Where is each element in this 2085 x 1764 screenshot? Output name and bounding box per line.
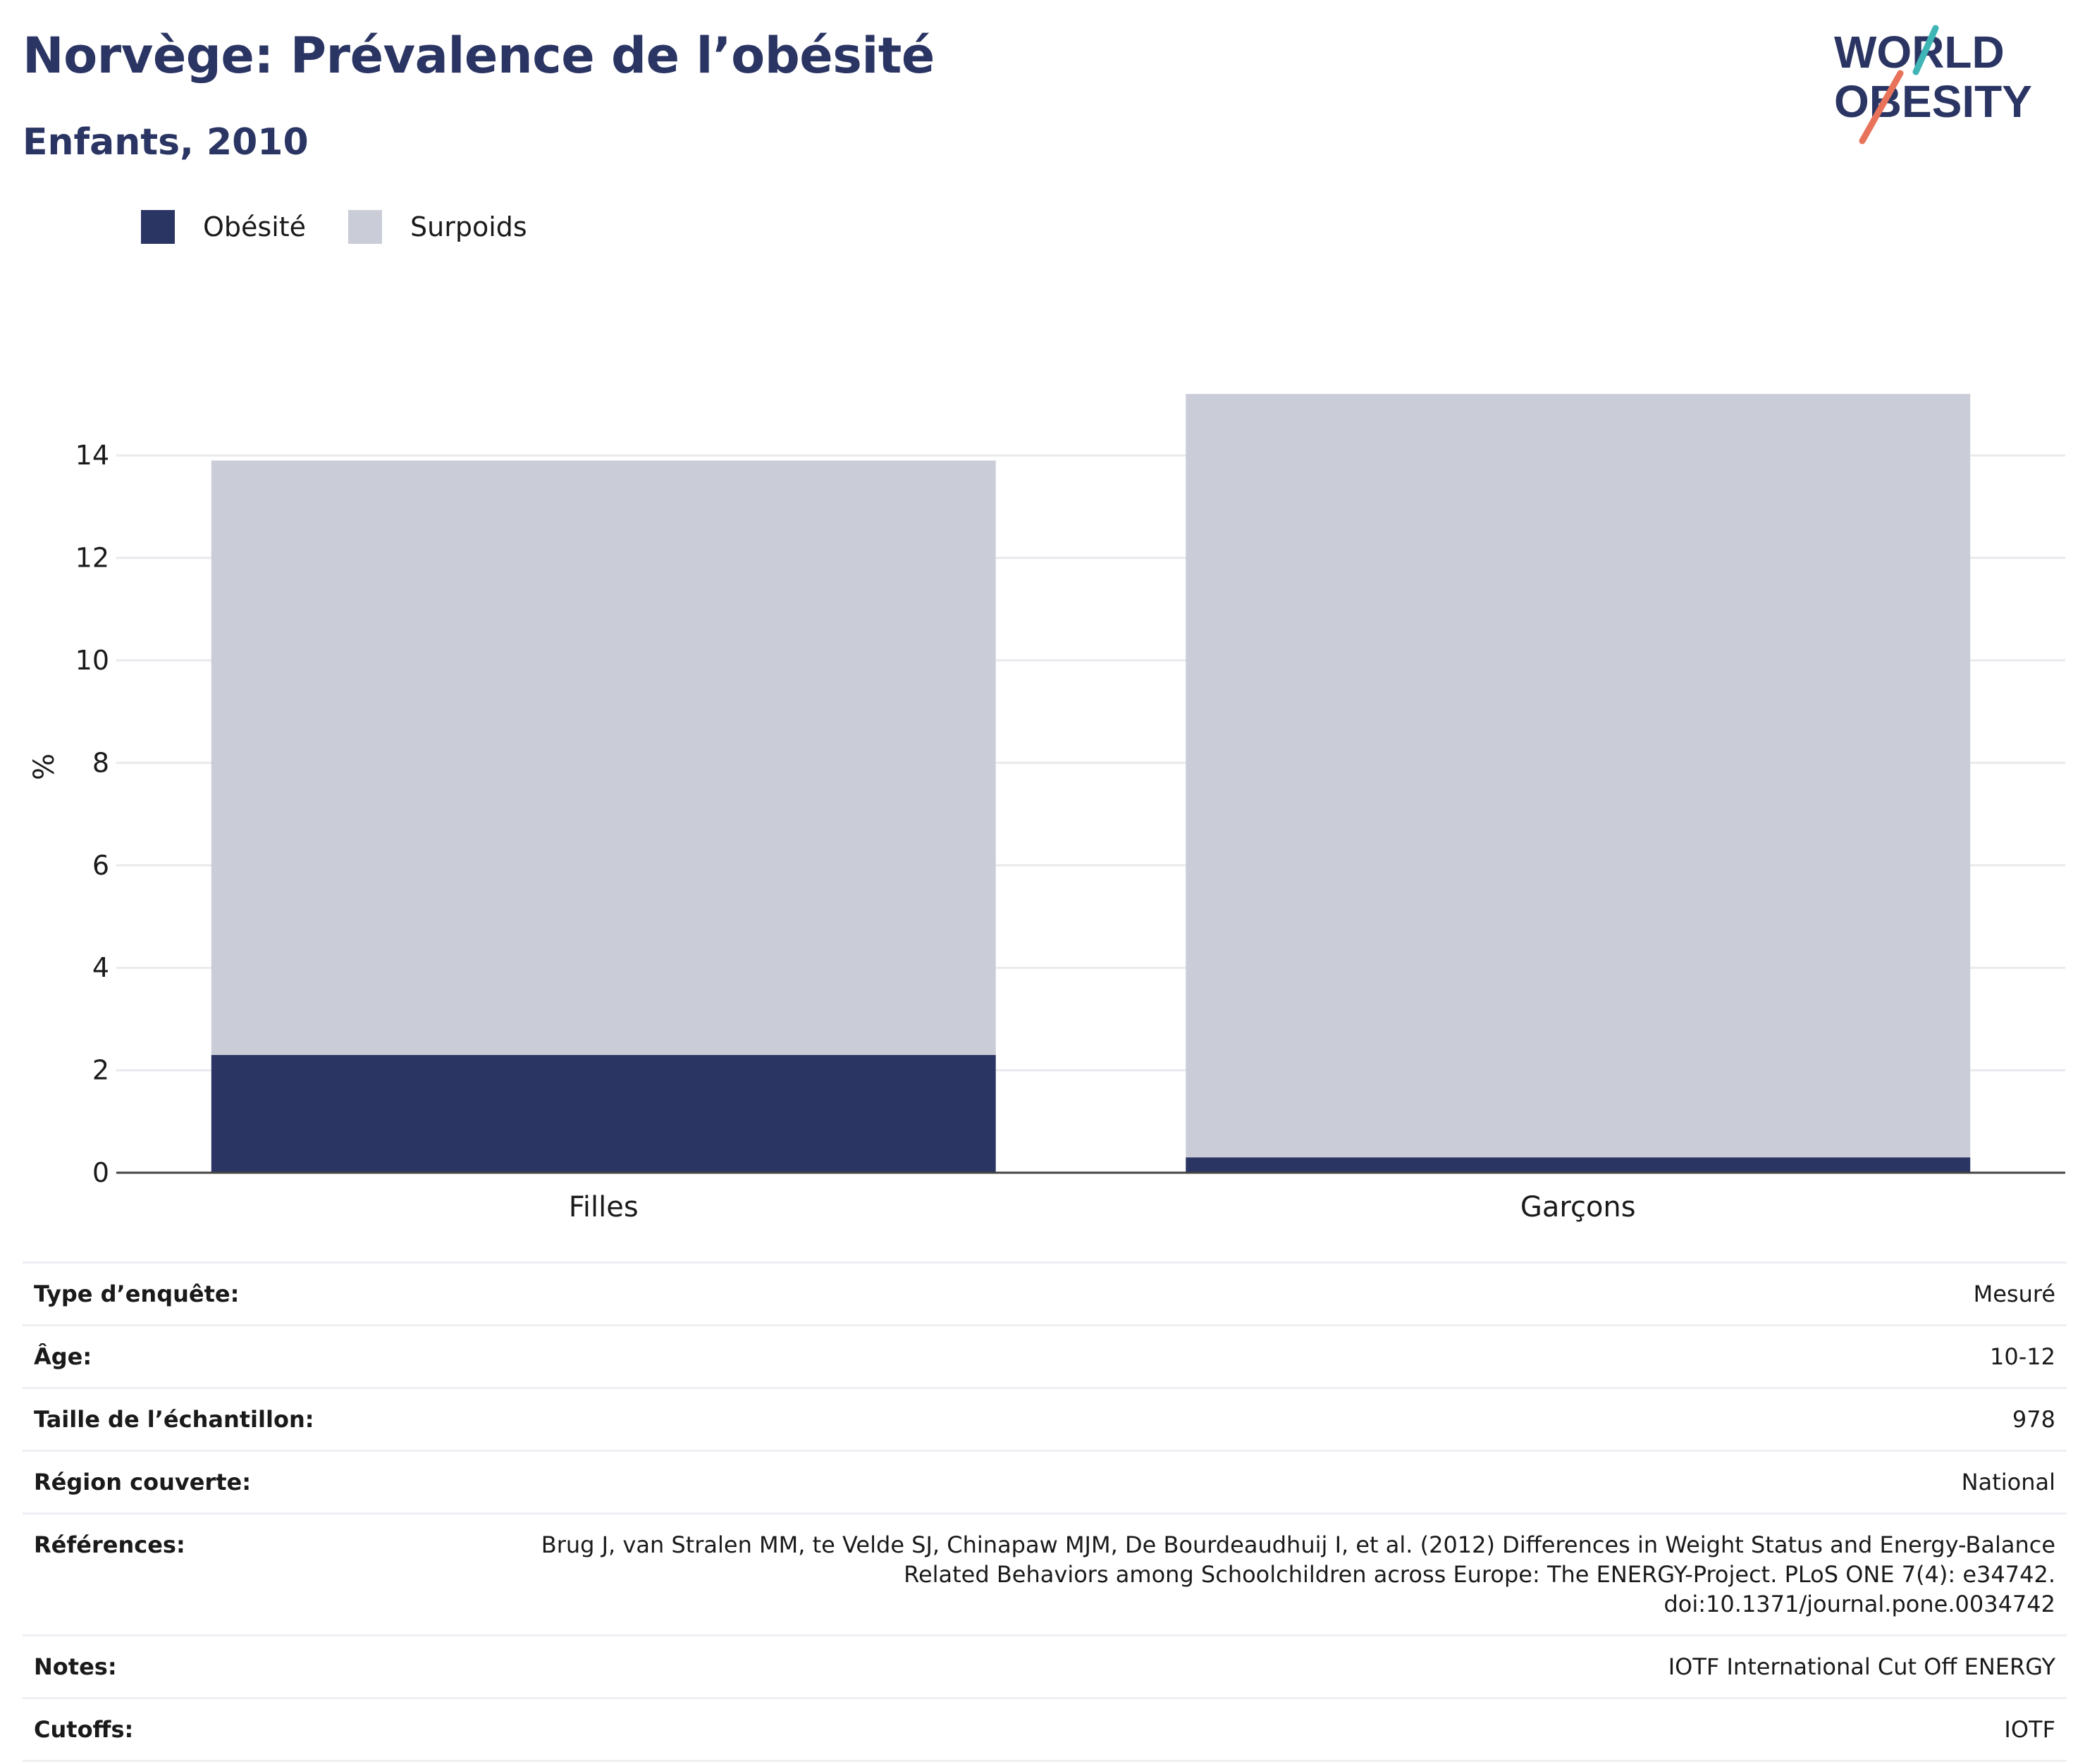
info-label: Références:: [34, 1531, 185, 1558]
world-obesity-logo: WORLD OBESITY: [1834, 25, 2032, 144]
logo-slash-coral: [1859, 70, 1904, 144]
info-row: Région couverte: National: [23, 1450, 2067, 1512]
legend-label-obesite: Obésité: [203, 211, 307, 242]
bar-chart: 0 2 4 6 8 10 12 14 Filles Garçons %: [28, 393, 2065, 1223]
info-row: Références: Brug J, van Stralen MM, te Ve…: [23, 1512, 2067, 1634]
bar-surpoids-0[interactable]: [211, 460, 996, 1055]
y-tick-label: 4: [92, 952, 109, 983]
survey-info-table: Type d’enquête: Mesuré Âge: 10-12 Taille de …: [23, 1262, 2067, 1762]
info-value: Mesuré: [1973, 1281, 2055, 1307]
legend-swatch-obesite: [141, 210, 175, 244]
info-value: IOTF International Cut Off ENERGY: [1668, 1653, 2055, 1680]
bar-obsit-1[interactable]: [1186, 1157, 1971, 1173]
info-label: Région couverte:: [34, 1469, 251, 1495]
logo-slash-teal: [1912, 25, 1939, 75]
info-value-line: Brug J, van Stralen MM, te Velde SJ, Chi…: [541, 1531, 2055, 1558]
legend-item-surpoids[interactable]: Surpoids: [348, 210, 527, 244]
y-tick-label: 0: [92, 1157, 109, 1188]
y-tick-label: 12: [75, 543, 109, 574]
y-tick-label: 2: [92, 1055, 109, 1086]
x-tick-label: Garçons: [1520, 1191, 1636, 1223]
logo-line2: OBESITY: [1834, 76, 2032, 127]
legend-item-obesite[interactable]: Obésité: [141, 210, 306, 244]
page-title: Norvège: Prévalence de l’obésité: [23, 27, 935, 85]
info-label: Cutoffs:: [34, 1716, 134, 1743]
info-value: Brug J, van Stralen MM, te Velde SJ, Chi…: [541, 1530, 2055, 1619]
chart-bars: [116, 393, 2065, 1174]
info-value: IOTF: [2004, 1716, 2055, 1743]
info-value: 978: [2012, 1406, 2055, 1433]
legend-swatch-surpoids: [348, 210, 383, 244]
bar-surpoids-1[interactable]: [1186, 393, 1971, 1158]
info-row: Type d’enquête: Mesuré: [23, 1262, 2067, 1324]
info-value-line: Related Behaviors among Schoolchildren a…: [904, 1561, 2055, 1588]
y-tick-label: 8: [92, 747, 109, 778]
info-value: National: [1961, 1469, 2055, 1495]
y-axis-label: %: [28, 753, 61, 780]
info-value: 10-12: [1990, 1343, 2055, 1370]
info-value-line: doi:10.1371/journal.pone.0034742: [1663, 1591, 2055, 1617]
y-tick-label: 14: [75, 440, 109, 471]
info-label: Notes:: [34, 1653, 117, 1680]
info-label: Taille de l’échantillon:: [34, 1406, 314, 1433]
info-row: Âge: 10-12: [23, 1324, 2067, 1387]
info-label: Type d’enquête:: [34, 1281, 240, 1307]
x-tick-label: Filles: [569, 1191, 639, 1223]
page-subtitle: Enfants, 2010: [23, 121, 309, 164]
y-tick-label: 10: [75, 645, 109, 676]
info-label: Âge:: [34, 1343, 92, 1370]
y-tick-label: 6: [92, 850, 109, 881]
info-row: Cutoffs: IOTF: [23, 1697, 2067, 1762]
info-row: Taille de l’échantillon: 978: [23, 1387, 2067, 1450]
x-axis-ticks: Filles Garçons: [569, 1191, 1636, 1223]
info-row: Notes: IOTF International Cut Off ENERGY: [23, 1634, 2067, 1697]
legend-label-surpoids: Surpoids: [410, 211, 527, 242]
y-axis-ticks: 0 2 4 6 8 10 12 14: [75, 440, 109, 1188]
bar-obsit-0[interactable]: [211, 1054, 996, 1173]
chart-legend: Obésité Surpoids: [141, 210, 570, 244]
